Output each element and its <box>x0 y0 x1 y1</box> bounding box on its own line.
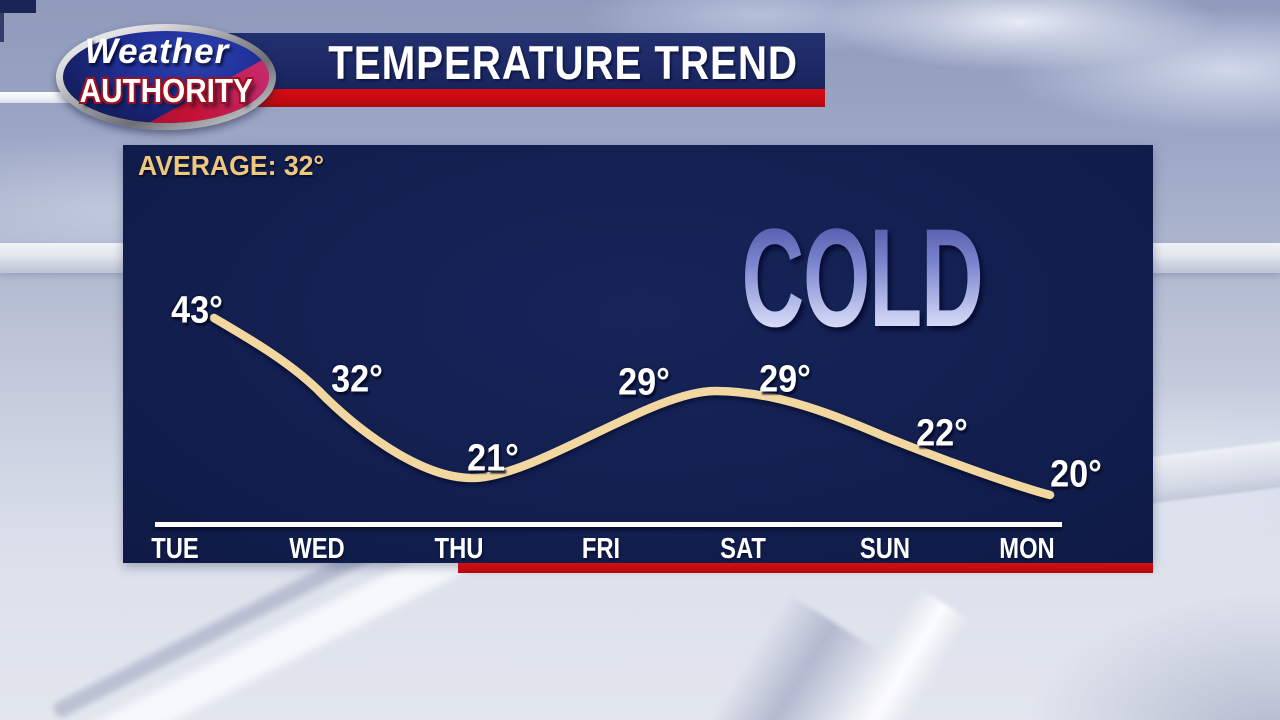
screen-edge-artifact <box>0 0 36 13</box>
axis-tick-wed: WED <box>283 533 351 566</box>
day-text: MON <box>999 533 1055 565</box>
title-banner-bar <box>180 33 825 89</box>
temp-value-wed: 32° <box>328 359 385 402</box>
temp-text: 22° <box>916 412 968 455</box>
axis-tick-tue: TUE <box>146 533 204 566</box>
day-text: WED <box>289 533 345 565</box>
trend-line <box>209 313 1055 500</box>
temp-text: 43° <box>171 289 223 332</box>
temp-text: 29° <box>618 361 670 404</box>
screen-edge-artifact <box>0 0 4 42</box>
cold-annotation-text: COLD <box>741 199 984 356</box>
axis-tick-fri: FRI <box>578 533 625 566</box>
logo-oval <box>63 31 269 123</box>
title-banner-red-stripe <box>180 89 825 107</box>
cold-annotation: COLD <box>668 208 1057 348</box>
logo-line2: AUTHORITY <box>58 72 274 110</box>
temp-value-sun: 22° <box>913 413 970 456</box>
temp-text: 21° <box>467 437 519 480</box>
axis-tick-sun: SUN <box>854 533 915 566</box>
left-white-line <box>0 92 74 103</box>
axis-tick-thu: THU <box>429 533 489 566</box>
page-title: TEMPERATURE TREND <box>310 35 817 89</box>
temp-text: 20° <box>1050 453 1102 496</box>
day-text: FRI <box>581 533 621 565</box>
average-label: AVERAGE: 32° <box>138 150 334 182</box>
temp-value-thu: 21° <box>464 438 521 481</box>
temperature-trend-curve <box>209 313 1055 500</box>
weather-authority-logo: Weather AUTHORITY <box>56 24 276 130</box>
logo-line2-text: AUTHORITY <box>79 72 253 109</box>
chart-panel: AVERAGE: 32° COLD 43° 32° 21° 29° 29° 22… <box>123 145 1153 566</box>
day-text: SUN <box>859 533 911 565</box>
temp-value-fri: 29° <box>615 362 672 405</box>
day-text: SAT <box>720 533 766 565</box>
title-banner: TEMPERATURE TREND <box>180 33 825 107</box>
page-title-text: TEMPERATURE TREND <box>328 35 799 89</box>
average-label-text: AVERAGE: 32° <box>138 150 325 181</box>
temp-value-sat: 29° <box>756 359 813 402</box>
axis-tick-mon: MON <box>993 533 1061 566</box>
x-axis-line <box>155 522 1062 527</box>
temp-value-mon: 20° <box>1047 454 1104 497</box>
temp-text: 29° <box>759 358 811 401</box>
day-text: TUE <box>151 533 199 565</box>
temp-text: 32° <box>331 358 383 401</box>
day-text: THU <box>434 533 484 565</box>
logo-line1: Weather <box>84 32 230 71</box>
bottom-red-stripe <box>458 563 1153 573</box>
temp-value-tue: 43° <box>168 290 225 333</box>
axis-tick-sat: SAT <box>715 533 771 566</box>
